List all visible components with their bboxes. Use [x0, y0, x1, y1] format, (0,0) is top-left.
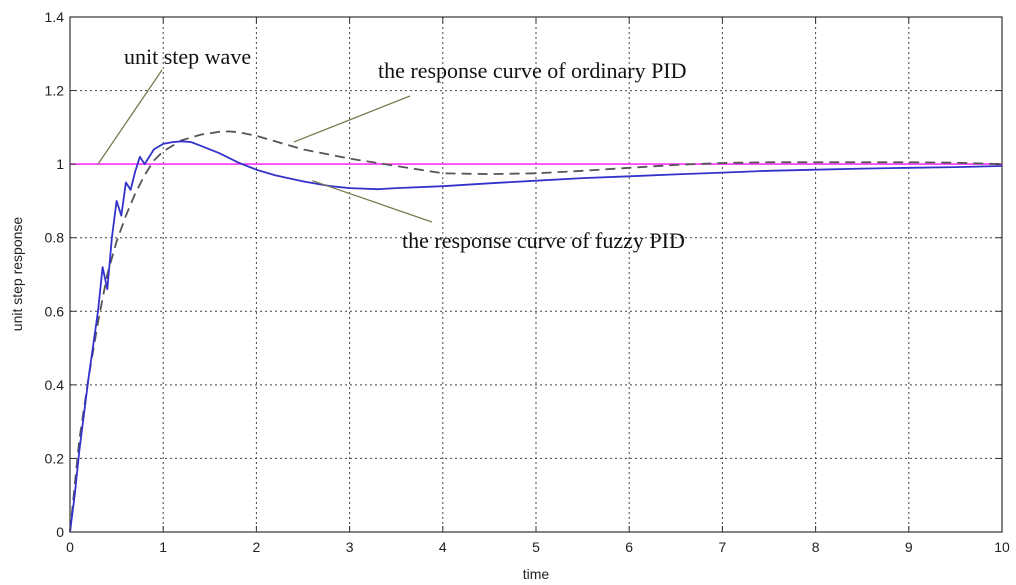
annotation-text-unit-step: unit step wave	[124, 44, 251, 69]
annotation-leader-ordinary-pid	[293, 95, 411, 143]
series-line-fuzzy-pid	[69, 140, 1003, 533]
x-tick-label: 9	[905, 539, 913, 555]
x-tick-label: 4	[439, 539, 447, 555]
x-tick-label: 10	[994, 539, 1010, 555]
annotations: unit step wave the response curve of ordi…	[97, 44, 687, 253]
x-tick-label: 6	[625, 539, 633, 555]
series-line-ordinary-pid	[69, 130, 1003, 533]
series-group	[69, 130, 1003, 533]
y-tick-label: 0.2	[45, 450, 65, 466]
x-tick-label: 0	[66, 539, 74, 555]
y-tick-label: 0.8	[45, 230, 65, 246]
x-tick-label: 3	[346, 539, 354, 555]
annotation-leader-unit-step	[97, 69, 163, 165]
annotation-text-fuzzy-pid: the response curve of fuzzy PID	[402, 228, 685, 253]
x-tick-label: 1	[159, 539, 167, 555]
y-tick-label: 0	[56, 524, 64, 540]
annotation-text-ordinary-pid: the response curve of ordinary PID	[378, 58, 687, 83]
grid	[70, 17, 1002, 532]
x-tick-label: 8	[812, 539, 820, 555]
y-tick-label: 0.4	[45, 377, 65, 393]
x-axis-label: time	[523, 566, 550, 582]
y-tick-label: 1	[56, 156, 64, 172]
x-tick-label: 7	[719, 539, 727, 555]
y-tick-label: 0.6	[45, 303, 65, 319]
y-tick-label: 1.4	[45, 9, 65, 25]
plot-area	[69, 16, 1003, 533]
y-axis-label: unit step response	[9, 217, 25, 332]
x-tick-label: 5	[532, 539, 540, 555]
annotation-leader-fuzzy-pid	[312, 180, 433, 223]
x-tick-label: 2	[253, 539, 261, 555]
tick-labels: 0 1 2 3 4 5 6 7 8 9 10 0 0.2 0.4 0.6 0.8 1 1.2 1.4	[45, 9, 1010, 555]
y-tick-label: 1.2	[45, 83, 65, 99]
